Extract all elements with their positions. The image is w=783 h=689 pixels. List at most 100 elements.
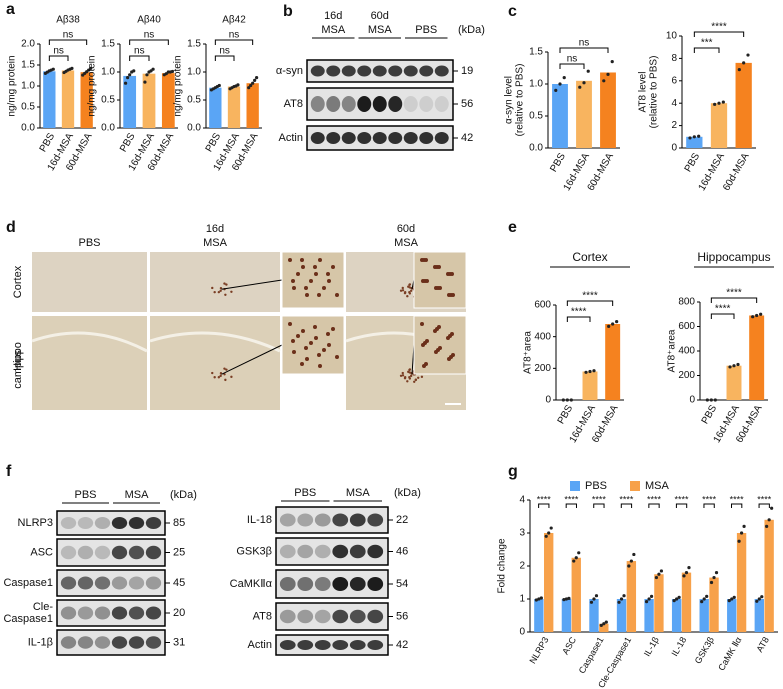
kda-value: 19 — [461, 65, 473, 77]
data-point — [547, 531, 551, 535]
blot-band — [94, 606, 111, 620]
stain-dot — [223, 373, 226, 376]
blot-band — [434, 96, 449, 112]
x-tick-label: Caspase1 — [577, 635, 606, 675]
kda-value: 42 — [396, 639, 408, 651]
bar — [605, 324, 621, 400]
kda-value: 25 — [173, 546, 185, 558]
stain-dot — [314, 272, 318, 276]
y-tick-label: 600 — [678, 321, 695, 332]
data-point — [578, 85, 582, 89]
y-tick-label: 1.0 — [21, 81, 35, 92]
stain-dot — [401, 371, 404, 375]
data-point — [253, 78, 257, 82]
bar — [589, 599, 599, 632]
stain-dot — [420, 375, 424, 379]
x-tick-label: GSK3β — [693, 635, 716, 665]
kda-value: 85 — [173, 517, 185, 529]
significance-bracket — [214, 55, 235, 61]
data-point — [622, 594, 626, 598]
data-point — [128, 73, 132, 77]
data-point — [770, 506, 774, 510]
blot-band — [349, 609, 366, 624]
blot-band — [279, 544, 296, 559]
bar — [600, 72, 616, 148]
stain-dot — [291, 339, 295, 343]
blot-band — [332, 577, 349, 591]
data-point — [586, 69, 590, 73]
y-axis-label: AT8 level — [638, 72, 649, 113]
blot-band — [367, 513, 384, 527]
bar — [561, 599, 572, 632]
bar — [209, 87, 222, 128]
legend-swatch — [570, 481, 580, 491]
kda-unit: (kDa) — [170, 489, 197, 501]
bar — [764, 519, 774, 632]
significance-label: **** — [702, 494, 717, 504]
bar — [142, 73, 156, 128]
tissue-outline — [149, 331, 281, 353]
stain-dot — [401, 374, 405, 377]
bar — [582, 371, 598, 400]
data-point — [721, 100, 725, 104]
data-point — [170, 69, 175, 74]
blot-band — [419, 132, 434, 144]
blot-band — [314, 609, 331, 624]
stain-dot — [300, 362, 304, 366]
stain-dot — [438, 286, 442, 290]
significance-bracket — [129, 39, 169, 45]
data-point — [709, 580, 714, 585]
blot-band — [94, 576, 111, 590]
y-tick-label: 200 — [678, 370, 695, 381]
inset — [281, 315, 345, 375]
blot-band — [145, 606, 162, 620]
blot-band — [434, 132, 449, 144]
blot-band — [145, 636, 162, 649]
data-point — [751, 315, 755, 319]
significance-bracket — [758, 503, 770, 508]
data-point — [251, 81, 255, 85]
data-point — [714, 571, 719, 575]
y-tick-label: 0.5 — [187, 95, 201, 106]
x-tick-label: PBS — [118, 131, 138, 154]
bar — [246, 83, 259, 128]
significance-bracket — [703, 503, 715, 508]
bar — [699, 599, 709, 632]
y-tick-label: 0 — [671, 143, 677, 154]
significance-label: ns — [53, 46, 64, 57]
data-point — [713, 398, 717, 402]
significance-label: **** — [571, 307, 587, 318]
blot-band — [94, 636, 111, 649]
y-tick-label: 2 — [671, 120, 677, 131]
data-point — [602, 79, 606, 83]
panel-letter: e — [508, 219, 517, 236]
kda-value: 31 — [173, 636, 185, 648]
blot-band — [60, 545, 77, 560]
stain-dot — [406, 294, 409, 298]
panel-letter: d — [6, 219, 16, 236]
significance-label: **** — [675, 494, 690, 504]
data-point — [611, 322, 615, 326]
chart-title: Cortex — [572, 250, 607, 264]
data-point — [549, 526, 553, 530]
data-point — [247, 86, 251, 90]
blot-band — [128, 545, 145, 560]
bar — [599, 623, 609, 632]
data-point — [705, 594, 709, 598]
stain-dot — [224, 378, 227, 382]
blot-band — [297, 640, 314, 650]
data-point — [619, 597, 624, 601]
data-point — [89, 66, 93, 70]
stain-dot — [304, 286, 308, 290]
bar — [571, 557, 581, 632]
data-point — [126, 76, 130, 80]
blot-band — [403, 96, 418, 112]
stain-dot — [409, 289, 413, 292]
stain-dot — [331, 265, 335, 269]
row-label: Caspase1 — [3, 577, 53, 589]
y-axis-label: (relative to PBS) — [649, 56, 660, 129]
y-tick-label: 0.0 — [21, 123, 35, 134]
data-point — [51, 67, 55, 71]
stain-dot — [322, 348, 326, 352]
bar — [654, 574, 664, 632]
